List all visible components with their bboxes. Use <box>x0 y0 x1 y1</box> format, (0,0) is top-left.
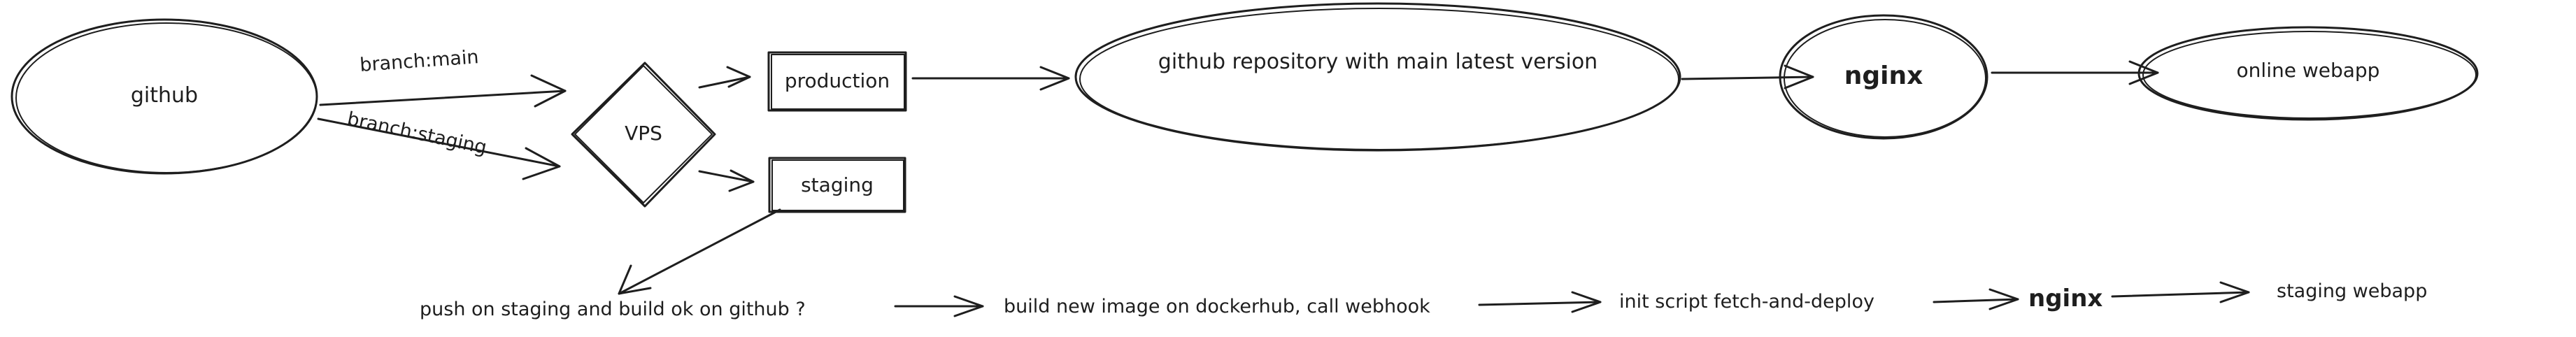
github-label: github <box>131 83 198 108</box>
arrow-branch-staging <box>317 117 561 180</box>
arrow-init-nginx <box>1933 288 2019 310</box>
edge-label-branch-staging: branch:staging <box>346 108 489 159</box>
vps-label: VPS <box>625 122 662 145</box>
repository-label: github repository with main latest versi… <box>1158 50 1597 74</box>
online-webapp-label: online webapp <box>2237 59 2380 82</box>
arrow-vps-production <box>698 66 751 89</box>
arrow-nginx-webapp <box>1991 60 2159 85</box>
arrow-push-build <box>894 295 984 317</box>
vps-node <box>571 62 716 208</box>
pipeline-build-label: build new image on dockerhub, call webho… <box>1004 296 1430 317</box>
staging-label: staging <box>801 173 874 196</box>
staging-node <box>768 157 906 213</box>
arrow-branch-main <box>319 74 567 108</box>
arrow-repo-nginx <box>1681 64 1814 89</box>
arrow-vps-staging <box>698 169 755 192</box>
edge-label-branch-main: branch:main <box>359 46 479 76</box>
pipeline-init-label: init script fetch-and-deploy <box>1619 291 1874 313</box>
github-node <box>10 18 318 175</box>
arrow-nginx-staging-webapp <box>2111 281 2250 303</box>
pipeline-push-label: push on staging and build ok on github ? <box>420 299 806 320</box>
pipeline-nginx-label: nginx <box>2028 285 2102 313</box>
arrow-build-init <box>1478 291 1602 313</box>
arrow-production-repo <box>911 66 1070 91</box>
production-label: production <box>785 69 890 92</box>
nginx-main-label: nginx <box>1844 62 1923 90</box>
production-node <box>767 51 907 112</box>
repository-node <box>1074 2 1681 152</box>
pipeline-staging-webapp-label: staging webapp <box>2277 280 2427 302</box>
arrow-staging-push <box>618 208 781 295</box>
